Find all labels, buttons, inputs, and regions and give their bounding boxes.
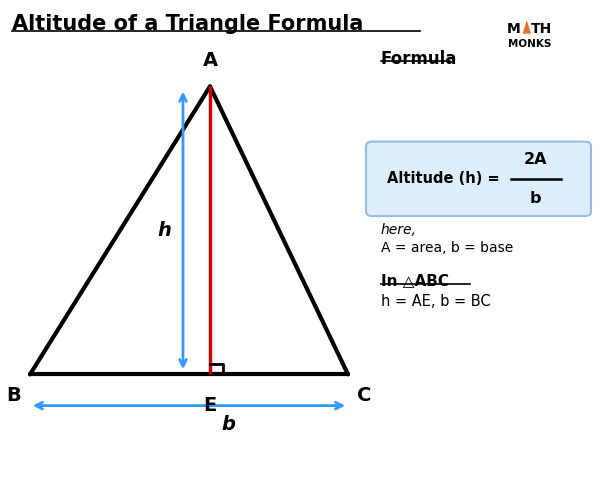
Polygon shape [523,20,531,34]
Text: here,: here, [381,223,417,237]
Text: TH: TH [531,22,552,36]
Text: In △ABC: In △ABC [381,274,449,288]
Text: b: b [530,191,542,205]
Text: B: B [6,386,21,406]
Text: MONKS: MONKS [508,39,551,49]
Text: M: M [507,22,521,36]
Text: A: A [202,50,218,70]
Text: h = AE, b = BC: h = AE, b = BC [381,294,491,309]
Text: 2A: 2A [524,152,548,167]
Text: b: b [221,415,235,434]
FancyBboxPatch shape [366,142,591,216]
Text: Altitude (h) =: Altitude (h) = [387,171,505,186]
Text: E: E [203,396,217,415]
Text: Altitude of a Triangle Formula: Altitude of a Triangle Formula [12,14,364,35]
Text: A = area, b = base: A = area, b = base [381,241,513,255]
Text: h: h [157,221,171,240]
Text: Formula: Formula [381,50,457,68]
Text: C: C [357,386,371,406]
